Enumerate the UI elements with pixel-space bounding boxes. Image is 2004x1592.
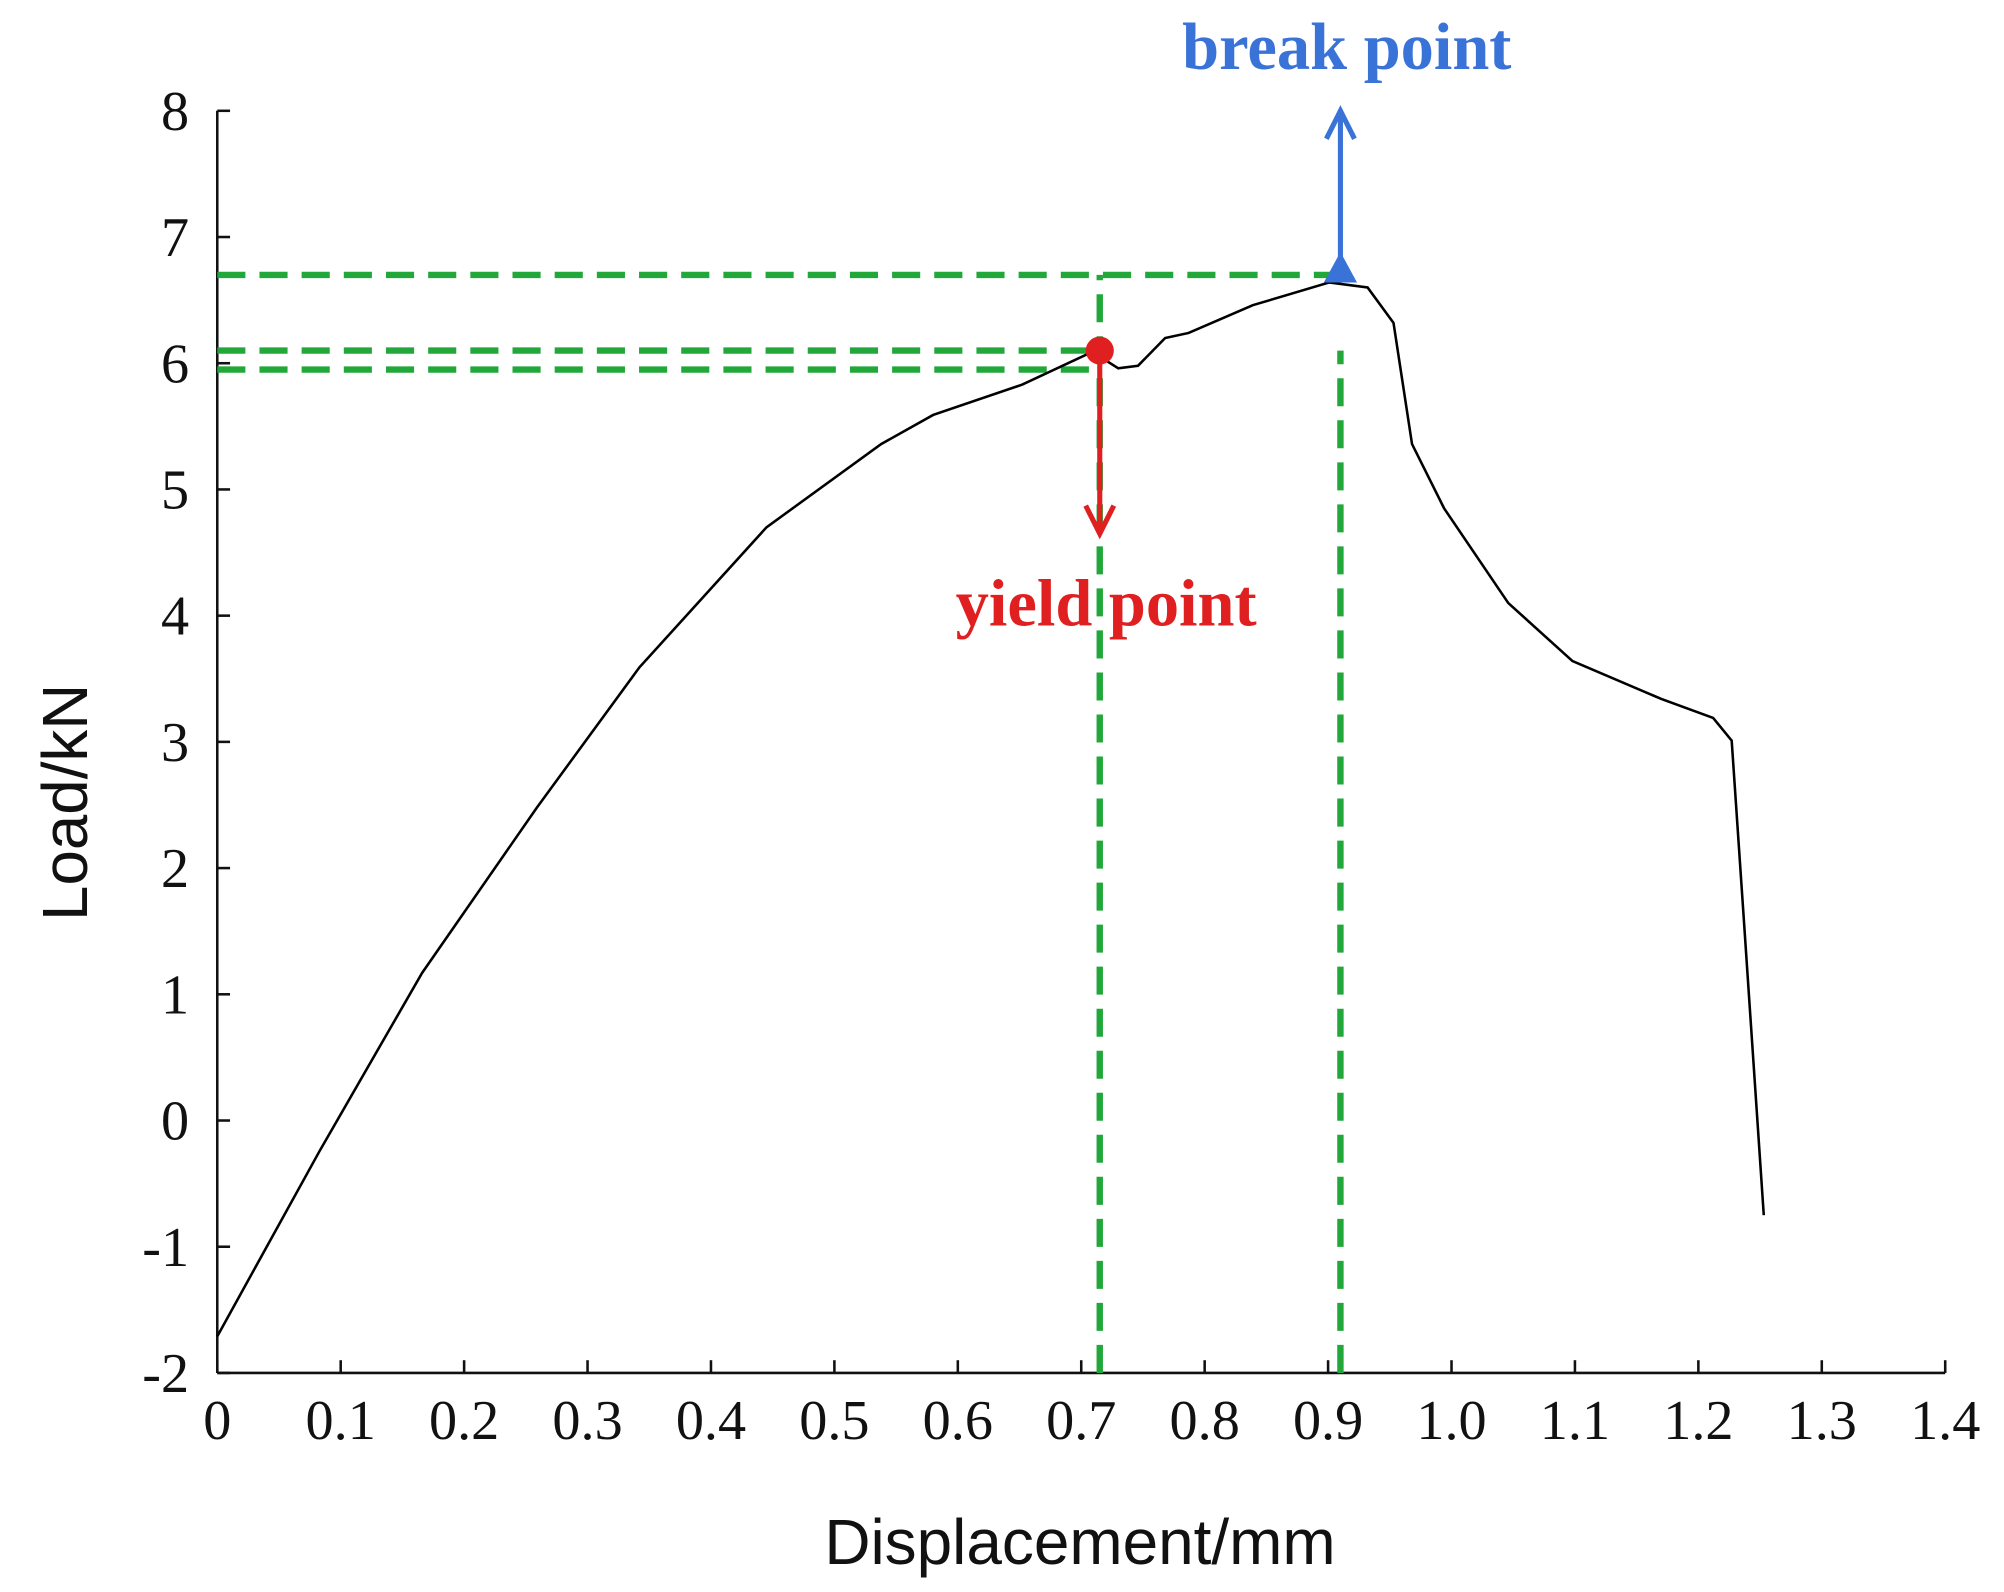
x-tick-label: 1.3 bbox=[1787, 1390, 1857, 1452]
y-tick-label: 8 bbox=[161, 81, 189, 143]
x-tick-label: 0.9 bbox=[1293, 1390, 1363, 1452]
x-tick-label: 0.3 bbox=[552, 1390, 622, 1452]
x-tick-label: 0.8 bbox=[1170, 1390, 1240, 1452]
y-tick-label: 4 bbox=[161, 586, 189, 648]
x-tick-label: 0 bbox=[203, 1390, 231, 1452]
y-tick-label: 3 bbox=[161, 712, 189, 774]
y-tick-label: 7 bbox=[161, 207, 189, 269]
x-tick-label: 0.7 bbox=[1046, 1390, 1116, 1452]
x-tick-label: 0.4 bbox=[676, 1390, 746, 1452]
x-tick-label: 1.2 bbox=[1663, 1390, 1733, 1452]
arrow-head bbox=[1083, 504, 1117, 540]
y-tick-label: -1 bbox=[142, 1217, 189, 1279]
y-tick-label: 1 bbox=[161, 964, 189, 1026]
x-tick-label: 0.2 bbox=[429, 1390, 499, 1452]
x-tick-label: 0.5 bbox=[799, 1390, 869, 1452]
yield-marker bbox=[1085, 336, 1114, 365]
annotation: yield point bbox=[956, 567, 1257, 640]
y-tick-label: 5 bbox=[161, 460, 189, 522]
x-tick-label: 1.0 bbox=[1416, 1390, 1486, 1452]
y-tick-label: 2 bbox=[161, 838, 189, 900]
x-tick-label: 0.1 bbox=[306, 1390, 376, 1452]
data-line bbox=[216, 281, 1766, 1337]
x-tick-label: 1.1 bbox=[1540, 1390, 1610, 1452]
y-tick-label: 6 bbox=[161, 333, 189, 395]
x-tick-label: 1.4 bbox=[1910, 1390, 1980, 1452]
y-axis-label: Load/kN bbox=[29, 684, 101, 921]
x-tick-label: 0.6 bbox=[923, 1390, 993, 1452]
x-axis-label: Displacement/mm bbox=[824, 1506, 1335, 1578]
y-tick-label: -2 bbox=[142, 1343, 189, 1405]
y-tick-label: 0 bbox=[161, 1091, 189, 1153]
break-marker bbox=[1323, 251, 1358, 283]
annotation: break point bbox=[1182, 11, 1511, 84]
arrow-head bbox=[1324, 105, 1357, 140]
